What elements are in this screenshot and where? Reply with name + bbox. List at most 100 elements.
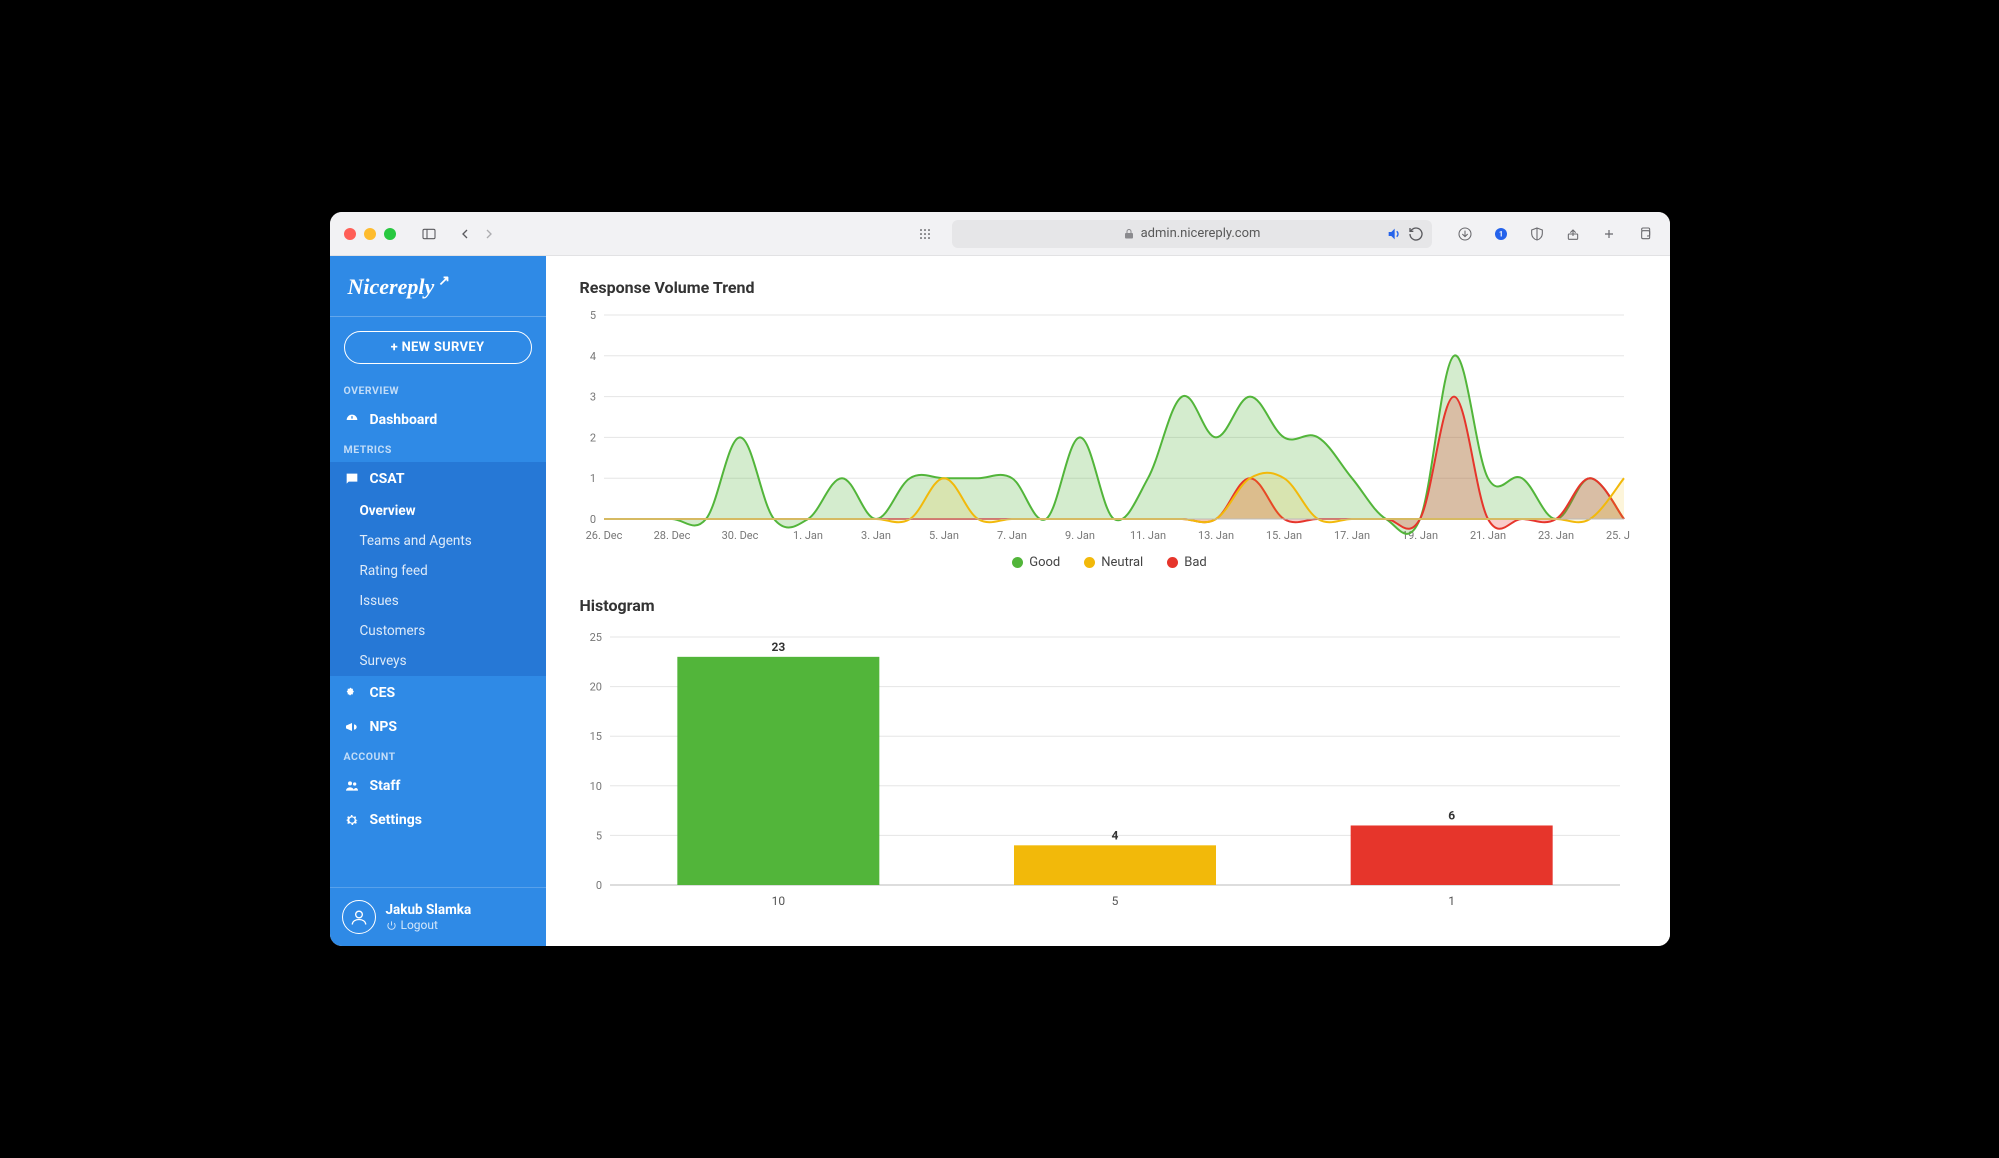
legend-swatch (1167, 557, 1178, 568)
shield-icon[interactable] (1526, 223, 1548, 245)
trend-chart-title: Response Volume Trend (580, 278, 1640, 297)
svg-text:13. Jan: 13. Jan (1197, 529, 1233, 542)
csat-sub-surveys[interactable]: Surveys (330, 646, 546, 676)
sidebar-item-csat[interactable]: CSAT (330, 462, 546, 496)
browser-toolbar: admin.nicereply.com 1 (330, 212, 1670, 256)
svg-text:3: 3 (589, 391, 595, 404)
puzzle-icon (344, 685, 360, 701)
trend-chart: 01234526. Dec28. Dec30. Dec1. Jan3. Jan5… (580, 307, 1640, 551)
svg-text:6: 6 (1448, 808, 1455, 822)
svg-text:1: 1 (589, 472, 595, 485)
sidebar-item-label: Staff (370, 778, 401, 794)
sidebar-item-nps[interactable]: NPS (330, 710, 546, 744)
sidebar-item-label: CES (370, 685, 396, 701)
brand-logo[interactable]: Nicereply↗ (330, 256, 546, 310)
sidebar-item-dashboard[interactable]: Dashboard (330, 403, 546, 437)
new-tab-icon[interactable] (1598, 223, 1620, 245)
svg-text:23. Jan: 23. Jan (1537, 529, 1573, 542)
chat-icon (344, 471, 360, 487)
csat-sub-rating-feed[interactable]: Rating feed (330, 556, 546, 586)
lock-icon (1123, 228, 1135, 240)
svg-text:1. Jan: 1. Jan (793, 529, 823, 542)
sidebar-toggle-icon[interactable] (418, 223, 440, 245)
legend-item-good[interactable]: Good (1012, 555, 1060, 570)
audio-icon[interactable] (1386, 226, 1402, 242)
csat-sub-issues[interactable]: Issues (330, 586, 546, 616)
browser-window: admin.nicereply.com 1 (330, 212, 1670, 946)
svg-text:28. Dec: 28. Dec (653, 529, 690, 542)
sidebar-item-settings[interactable]: Settings (330, 803, 546, 837)
user-block: Jakub Slamka Logout (330, 887, 546, 946)
section-metrics-label: METRICS (330, 437, 546, 462)
svg-text:0: 0 (595, 879, 601, 892)
svg-text:11. Jan: 11. Jan (1129, 529, 1165, 542)
histogram-bar[interactable] (677, 657, 879, 885)
dashboard-icon (344, 412, 360, 428)
legend-item-neutral[interactable]: Neutral (1084, 555, 1143, 570)
svg-text:2: 2 (589, 431, 595, 444)
new-survey-button[interactable]: + NEW SURVEY (344, 331, 532, 364)
svg-text:4: 4 (589, 350, 595, 363)
megaphone-icon (344, 719, 360, 735)
svg-text:26. Dec: 26. Dec (585, 529, 622, 542)
users-icon (344, 778, 360, 794)
svg-text:4: 4 (1111, 828, 1118, 842)
sidebar-item-label: NPS (370, 719, 398, 735)
svg-text:1: 1 (1448, 894, 1455, 908)
share-icon[interactable] (1562, 223, 1584, 245)
sidebar-item-label: Dashboard (370, 412, 438, 428)
reload-icon[interactable] (1408, 226, 1424, 242)
svg-text:30. Dec: 30. Dec (721, 529, 758, 542)
maximize-window-button[interactable] (384, 228, 396, 240)
csat-sub-customers[interactable]: Customers (330, 616, 546, 646)
svg-text:0: 0 (589, 513, 595, 526)
csat-sub-overview[interactable]: Overview (330, 496, 546, 526)
legend-swatch (1012, 557, 1023, 568)
svg-text:3. Jan: 3. Jan (861, 529, 891, 542)
extension-icon[interactable]: 1 (1490, 223, 1512, 245)
legend-label: Good (1029, 555, 1060, 570)
svg-text:5: 5 (589, 309, 595, 322)
svg-text:7. Jan: 7. Jan (997, 529, 1027, 542)
legend-label: Neutral (1101, 555, 1143, 570)
back-button[interactable] (454, 223, 476, 245)
svg-text:15. Jan: 15. Jan (1265, 529, 1301, 542)
power-icon (386, 920, 397, 931)
legend-swatch (1084, 557, 1095, 568)
svg-text:21. Jan: 21. Jan (1469, 529, 1505, 542)
minimize-window-button[interactable] (364, 228, 376, 240)
logout-link[interactable]: Logout (386, 918, 472, 932)
histogram-title: Histogram (580, 596, 1640, 615)
legend-label: Bad (1184, 555, 1207, 570)
brand-text: Nicereply (348, 274, 435, 300)
trend-legend: Good Neutral Bad (580, 555, 1640, 570)
close-window-button[interactable] (344, 228, 356, 240)
svg-text:10: 10 (589, 780, 601, 793)
sidebar-item-staff[interactable]: Staff (330, 769, 546, 803)
sidebar-item-ces[interactable]: CES (330, 676, 546, 710)
svg-text:25. Jan: 25. Jan (1605, 529, 1629, 542)
user-name: Jakub Slamka (386, 902, 472, 918)
svg-text:17. Jan: 17. Jan (1333, 529, 1369, 542)
histogram-bar[interactable] (1350, 825, 1552, 885)
histogram-chart: 051015202523104561 (580, 625, 1640, 919)
avatar[interactable] (342, 900, 376, 934)
svg-text:5: 5 (1111, 894, 1118, 908)
legend-item-bad[interactable]: Bad (1167, 555, 1207, 570)
address-bar[interactable]: admin.nicereply.com (952, 220, 1432, 248)
main-content: Response Volume Trend 01234526. Dec28. D… (546, 256, 1670, 946)
sidebar-item-label: CSAT (370, 471, 405, 487)
gear-icon (344, 812, 360, 828)
apps-grid-icon[interactable] (914, 223, 936, 245)
sidebar: Nicereply↗ + NEW SURVEY OVERVIEW Dashboa… (330, 256, 546, 946)
csat-sub-teams[interactable]: Teams and Agents (330, 526, 546, 556)
sidebar-item-label: Settings (370, 812, 422, 828)
tabs-icon[interactable] (1634, 223, 1656, 245)
divider (330, 316, 546, 317)
svg-text:25: 25 (589, 631, 601, 644)
downloads-icon[interactable] (1454, 223, 1476, 245)
histogram-bar[interactable] (1014, 845, 1216, 885)
forward-button[interactable] (478, 223, 500, 245)
svg-text:23: 23 (771, 640, 785, 654)
section-account-label: ACCOUNT (330, 744, 546, 769)
